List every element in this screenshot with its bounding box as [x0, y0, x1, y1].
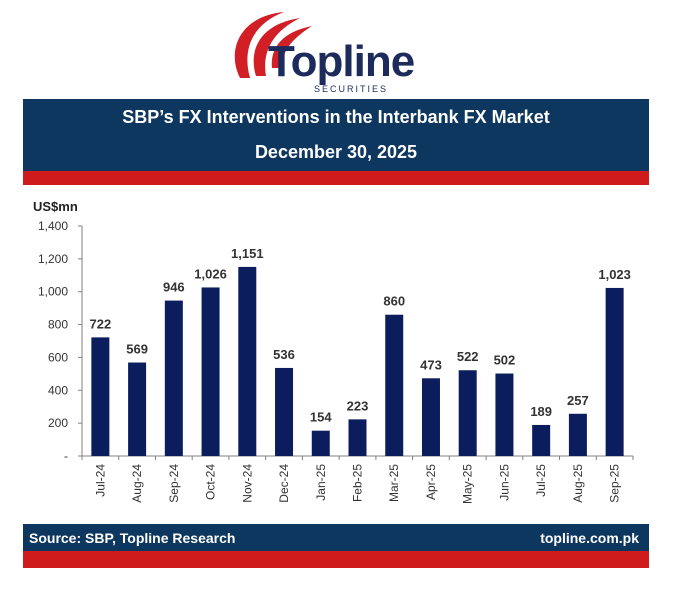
- bar: [348, 419, 367, 456]
- x-tick-label: Jun-25: [497, 464, 511, 501]
- data-label: 1,151: [231, 246, 264, 261]
- website-link[interactable]: topline.com.pk: [540, 530, 639, 546]
- x-tick-label: Feb-25: [351, 464, 365, 502]
- x-tick-label: Sep-25: [608, 464, 622, 503]
- chart-header: SBP’s FX Interventions in the Interbank …: [23, 99, 649, 171]
- y-tick-label: 1,000: [38, 285, 68, 299]
- data-label: 257: [567, 393, 589, 408]
- y-tick-label: 1,400: [38, 219, 68, 233]
- data-label: 1,023: [598, 267, 631, 282]
- data-label: 502: [494, 353, 516, 368]
- data-label: 722: [90, 316, 112, 331]
- x-tick-label: Mar-25: [387, 464, 401, 502]
- x-tick-label: Nov-24: [240, 464, 254, 503]
- x-tick-label: Aug-25: [571, 464, 585, 503]
- bar: [458, 370, 477, 456]
- y-axis-label: US$mn: [33, 199, 78, 214]
- header-accent-bar: [23, 171, 649, 185]
- logo-tagline: SECURITIES: [314, 84, 389, 94]
- bar: [275, 367, 294, 456]
- x-tick-label: Jul-25: [534, 464, 548, 497]
- data-label: 860: [383, 294, 405, 309]
- y-tick-label: 1,200: [38, 252, 68, 266]
- data-label: 154: [310, 410, 332, 425]
- x-tick-label: Aug-24: [130, 464, 144, 503]
- bar: [421, 378, 440, 456]
- bar: [201, 287, 220, 456]
- source-note: Source: SBP, Topline Research: [29, 530, 236, 546]
- bar: [385, 314, 404, 456]
- data-label: 569: [126, 342, 148, 357]
- y-tick-label: 200: [48, 416, 68, 430]
- bar: [311, 430, 330, 456]
- y-tick-label: 800: [48, 318, 68, 332]
- footer-accent-bar: [23, 551, 649, 568]
- data-label: 946: [163, 280, 185, 295]
- bar: [128, 362, 147, 456]
- data-label: 536: [273, 347, 295, 362]
- bar: [605, 287, 624, 456]
- x-tick-label: Jul-24: [93, 464, 107, 497]
- chart-date: December 30, 2025: [254, 142, 418, 162]
- y-tick-label: -: [64, 449, 68, 463]
- bar-chart: US$mn - 200 400 600 800 1,000 1,200 1,400 722 Jul-…: [33, 199, 634, 504]
- x-tick-label: Sep-24: [167, 464, 181, 503]
- logo-wordmark: Topline: [268, 37, 415, 86]
- x-tick-label: Jan-25: [314, 464, 328, 501]
- bar: [568, 413, 587, 456]
- data-label: 189: [530, 404, 552, 419]
- x-tick-label: Apr-25: [424, 464, 438, 500]
- data-label: 522: [457, 349, 479, 364]
- x-tick-label: May-25: [461, 464, 475, 504]
- data-label: 223: [347, 398, 369, 413]
- y-tick-label: 400: [48, 383, 68, 397]
- chart-title: SBP’s FX Interventions in the Interbank …: [122, 107, 550, 127]
- y-tick-label: 600: [48, 350, 68, 364]
- logo-swoosh-icon: [234, 12, 312, 78]
- bar: [495, 373, 514, 456]
- bar: [532, 424, 551, 456]
- chart-footer: Source: SBP, Topline Research topline.co…: [23, 524, 649, 551]
- bar: [164, 300, 183, 456]
- x-tick-label: Oct-24: [204, 464, 218, 500]
- data-label: 473: [420, 357, 442, 372]
- bar: [238, 266, 257, 456]
- topline-logo: Topline SECURITIES: [222, 10, 432, 94]
- bar: [91, 337, 110, 456]
- data-label: 1,026: [194, 266, 227, 281]
- x-tick-label: Dec-24: [277, 464, 291, 503]
